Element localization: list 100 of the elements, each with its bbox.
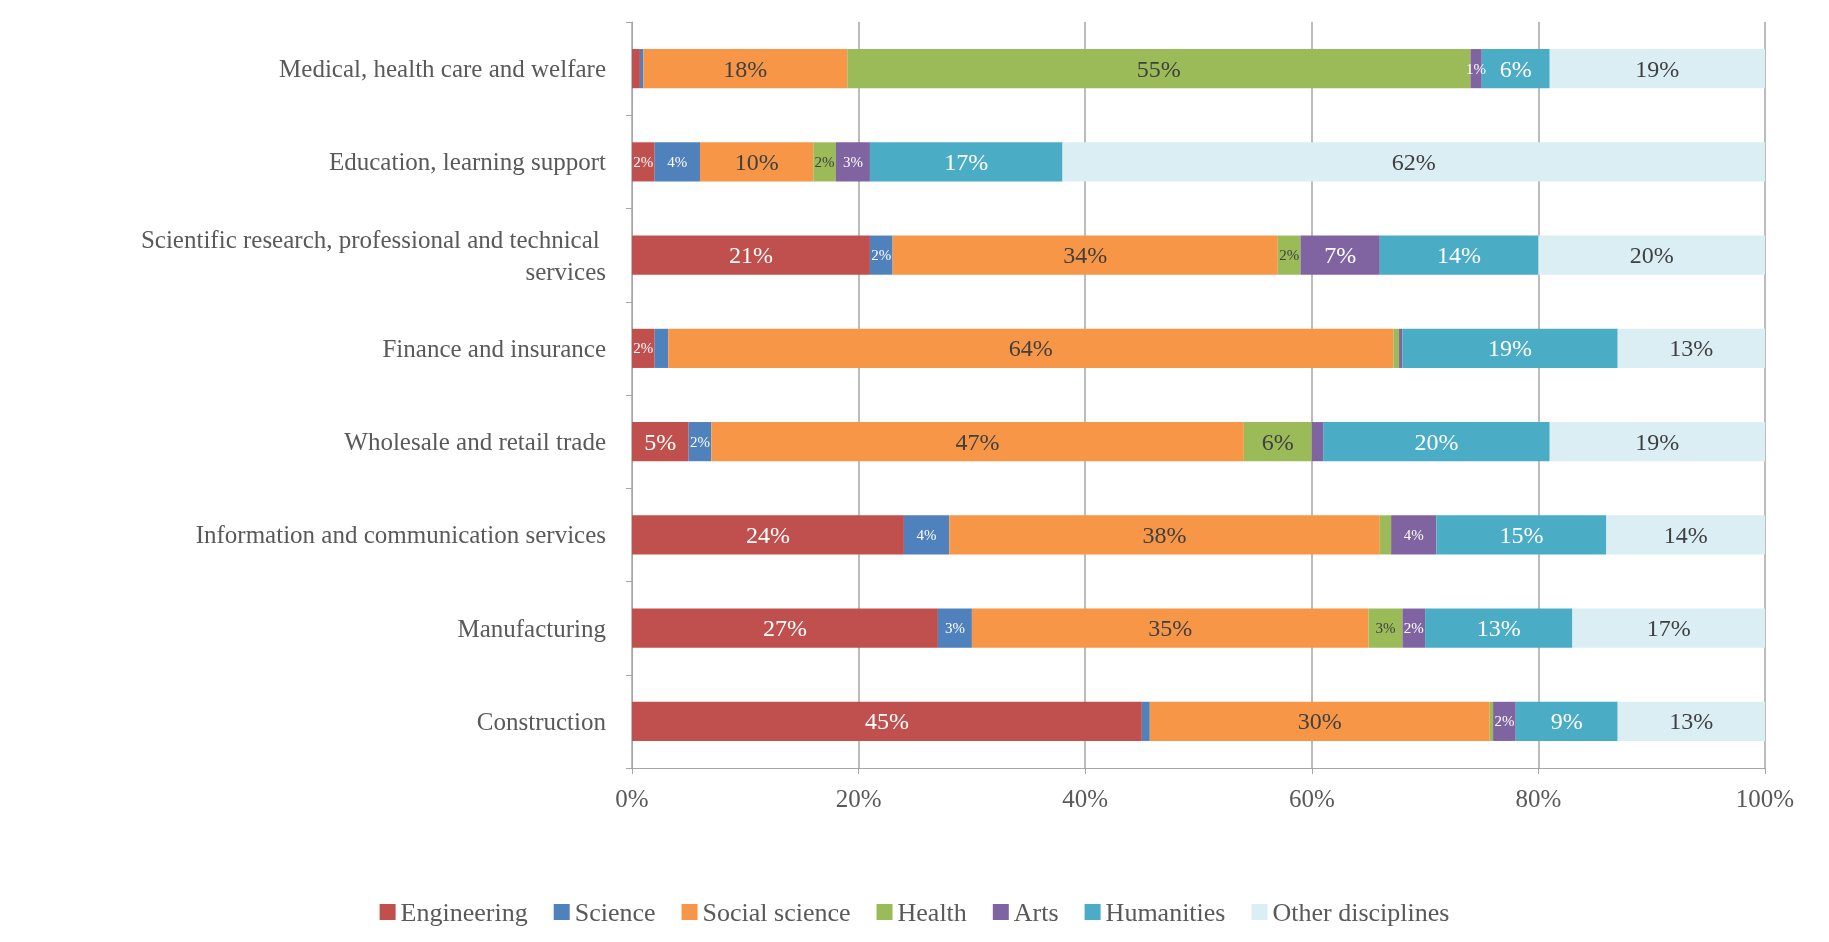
data-label: 24% bbox=[745, 521, 790, 548]
bar bbox=[654, 328, 669, 368]
bar bbox=[1141, 701, 1150, 741]
x-tick-label: 20% bbox=[835, 785, 882, 812]
bar bbox=[632, 422, 689, 462]
data-label: 15% bbox=[1499, 521, 1544, 548]
y-tick-label: Manufacturing bbox=[457, 614, 607, 642]
bar bbox=[632, 515, 904, 555]
bar bbox=[1402, 328, 1618, 368]
x-tick-label: 60% bbox=[1288, 785, 1335, 812]
bar bbox=[971, 608, 1369, 648]
data-label: 2% bbox=[633, 153, 654, 170]
data-label: 4% bbox=[667, 153, 688, 170]
legend-label: Science bbox=[574, 897, 656, 927]
data-label: 64% bbox=[1008, 335, 1053, 362]
bar bbox=[1323, 422, 1550, 462]
data-label: 18% bbox=[723, 55, 768, 82]
data-label: 17% bbox=[944, 148, 989, 175]
data-label: 2% bbox=[633, 340, 654, 357]
data-label: 34% bbox=[1063, 242, 1108, 269]
x-tick-label: 100% bbox=[1735, 785, 1795, 812]
bar bbox=[949, 515, 1380, 555]
data-label: 3% bbox=[944, 620, 965, 637]
y-tick-label: Education, learning support bbox=[328, 148, 607, 176]
bar bbox=[699, 142, 814, 182]
x-tick-label: 40% bbox=[1062, 785, 1109, 812]
bar bbox=[1391, 515, 1437, 555]
x-tick-label: 80% bbox=[1515, 785, 1562, 812]
bar bbox=[1243, 422, 1312, 462]
bar bbox=[1368, 608, 1403, 648]
data-label: 6% bbox=[1261, 428, 1294, 455]
bar bbox=[1300, 235, 1380, 275]
data-label: 62% bbox=[1391, 148, 1436, 175]
bar bbox=[1549, 49, 1765, 89]
data-label: 2% bbox=[1279, 247, 1300, 264]
bar bbox=[892, 235, 1278, 275]
bar bbox=[1379, 515, 1392, 555]
data-label: 3% bbox=[842, 153, 863, 170]
data-label: 19% bbox=[1488, 335, 1533, 362]
y-tick-label: Finance and insurance bbox=[382, 334, 606, 362]
bar bbox=[1538, 235, 1765, 275]
data-label: 19% bbox=[1635, 428, 1680, 455]
bar bbox=[711, 422, 1244, 462]
data-label: 35% bbox=[1148, 615, 1193, 642]
bar bbox=[1311, 422, 1324, 462]
y-tick-label: Wholesale and retail trade bbox=[344, 428, 606, 456]
data-label: 55% bbox=[1136, 55, 1181, 82]
data-label: 14% bbox=[1663, 521, 1708, 548]
data-label: 2% bbox=[689, 433, 710, 450]
legend-label: Engineering bbox=[400, 897, 528, 927]
data-label: 2% bbox=[1494, 713, 1515, 730]
data-label: 20% bbox=[1629, 242, 1674, 269]
bar bbox=[632, 608, 938, 648]
bar bbox=[1149, 701, 1490, 741]
data-label: 9% bbox=[1550, 708, 1583, 735]
bar bbox=[1617, 328, 1765, 368]
y-tick-label: Scientific research, professional and technical services bbox=[140, 225, 606, 285]
bar bbox=[632, 235, 870, 275]
bar bbox=[1393, 328, 1400, 368]
bar bbox=[1549, 422, 1765, 462]
data-label: 10% bbox=[734, 148, 779, 175]
bar bbox=[869, 142, 1063, 182]
bar bbox=[1617, 701, 1765, 741]
data-label: 3% bbox=[1375, 620, 1396, 637]
bar bbox=[835, 142, 870, 182]
data-label: 47% bbox=[955, 428, 1000, 455]
bar bbox=[1515, 701, 1618, 741]
data-label: 14% bbox=[1437, 242, 1482, 269]
bar bbox=[1062, 142, 1765, 182]
x-tick-label: 0% bbox=[615, 785, 649, 812]
y-tick-label: Medical, health care and welfare bbox=[279, 55, 606, 83]
data-label: 21% bbox=[728, 242, 773, 269]
data-label: 2% bbox=[814, 153, 835, 170]
data-label: 13% bbox=[1476, 615, 1521, 642]
legend-label: Arts bbox=[1013, 897, 1059, 927]
bar bbox=[632, 49, 640, 89]
y-tick-label: Information and communication services bbox=[195, 521, 606, 549]
bar bbox=[903, 515, 950, 555]
data-label: 13% bbox=[1669, 708, 1714, 735]
data-label: 27% bbox=[762, 615, 807, 642]
bar bbox=[1425, 608, 1573, 648]
data-label: 6% bbox=[1499, 55, 1532, 82]
data-label: 2% bbox=[1403, 620, 1424, 637]
bar bbox=[654, 142, 700, 182]
data-label: 45% bbox=[864, 708, 909, 735]
data-label: 4% bbox=[1403, 526, 1424, 543]
bar bbox=[1606, 515, 1765, 555]
bar bbox=[937, 608, 972, 648]
y-tick-label: Construction bbox=[476, 707, 607, 735]
data-label: 7% bbox=[1324, 242, 1357, 269]
legend-label: Other disciplines bbox=[1272, 897, 1450, 927]
data-label: 17% bbox=[1646, 615, 1691, 642]
data-label: 13% bbox=[1669, 335, 1714, 362]
legend-label: Humanities bbox=[1105, 897, 1226, 927]
bar bbox=[1379, 235, 1539, 275]
data-label: 4% bbox=[916, 526, 937, 543]
data-label: 2% bbox=[871, 247, 892, 264]
data-label: 5% bbox=[644, 428, 677, 455]
bar bbox=[632, 701, 1142, 741]
legend-label: Social science bbox=[702, 897, 851, 927]
